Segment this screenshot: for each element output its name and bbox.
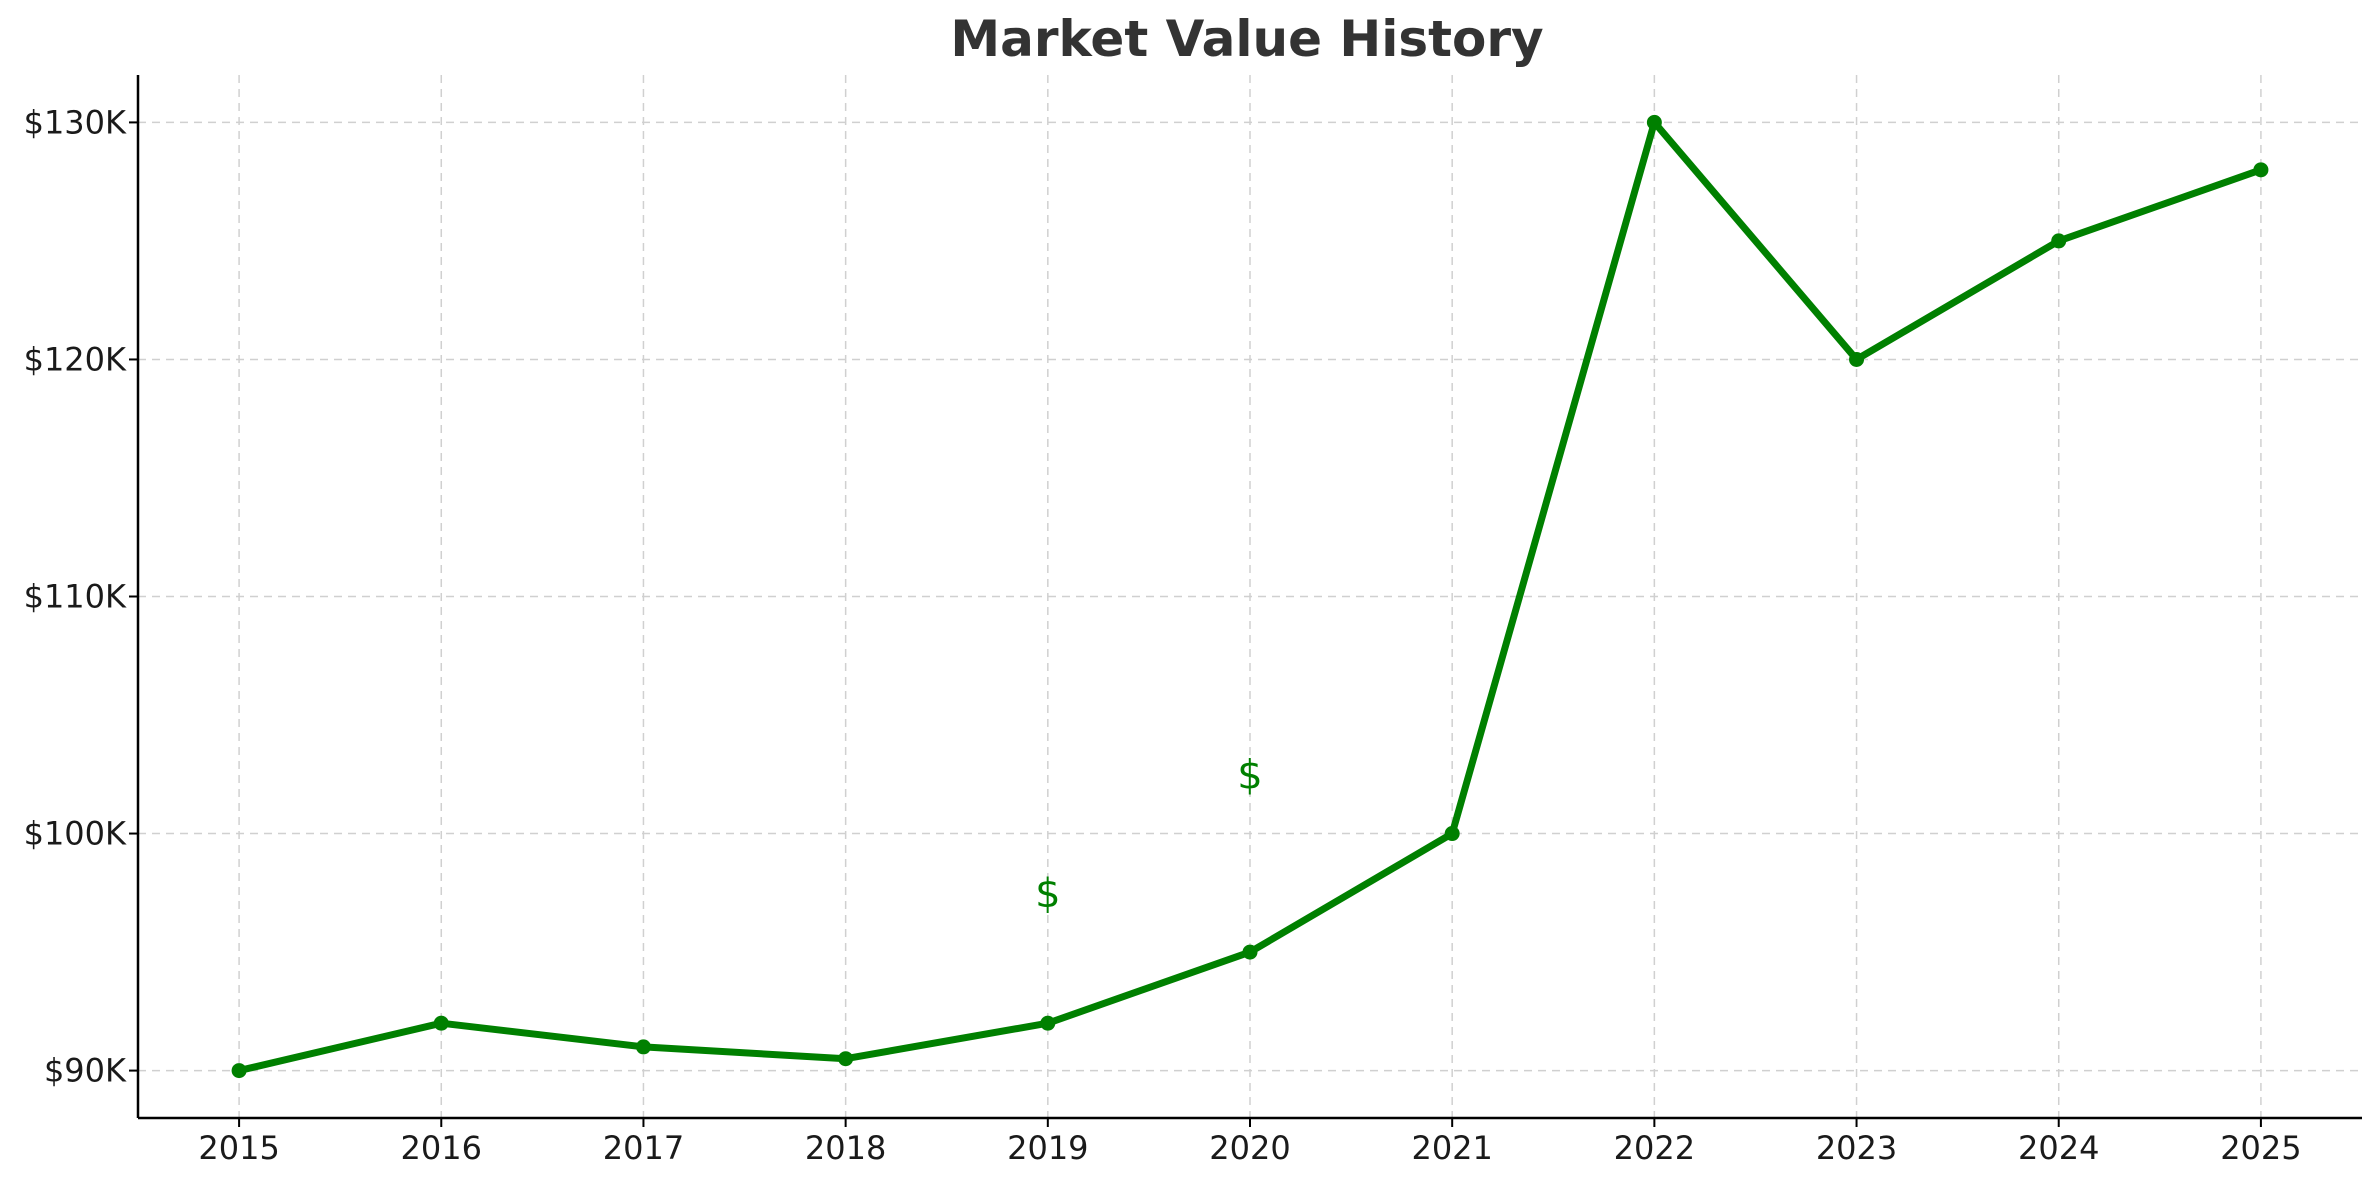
- dollar-annotation: $: [1237, 752, 1262, 798]
- y-tick-label: $130K: [24, 103, 127, 141]
- x-tick-label: 2017: [603, 1129, 684, 1167]
- annotations: $$: [1035, 752, 1263, 917]
- data-point: [1242, 944, 1258, 960]
- y-tick-label: $90K: [44, 1052, 127, 1090]
- x-tick-label: 2024: [2018, 1129, 2099, 1167]
- x-tick-label: 2023: [1816, 1129, 1897, 1167]
- series-group: [231, 114, 2269, 1079]
- y-tick-label: $110K: [24, 578, 127, 616]
- data-point: [838, 1051, 854, 1067]
- y-tick-label: $120K: [24, 340, 127, 378]
- data-point: [2253, 162, 2269, 178]
- data-point: [1040, 1015, 1056, 1031]
- data-point: [433, 1015, 449, 1031]
- dollar-annotation: $: [1035, 871, 1060, 917]
- grid: [138, 75, 2362, 1118]
- x-tick-label: 2022: [1614, 1129, 1695, 1167]
- chart-title: Market Value History: [950, 10, 1543, 68]
- data-point: [1849, 351, 1865, 367]
- y-tick-label: $100K: [24, 815, 127, 853]
- x-tick-label: 2020: [1209, 1129, 1290, 1167]
- x-tick-label: 2018: [805, 1129, 886, 1167]
- tick-labels: 2015 2016 2017 2018 2019 2020 2021 2022 2023 2024…: [24, 103, 2302, 1167]
- data-point: [2051, 233, 2067, 249]
- x-tick-label: 2025: [2220, 1129, 2301, 1167]
- data-point: [635, 1039, 651, 1055]
- x-tick-label: 2015: [198, 1129, 279, 1167]
- data-point: [1444, 826, 1460, 842]
- x-tick-label: 2019: [1007, 1129, 1088, 1167]
- data-point: [231, 1063, 247, 1079]
- x-tick-label: 2016: [401, 1129, 482, 1167]
- x-tick-label: 2021: [1411, 1129, 1492, 1167]
- data-point: [1646, 114, 1662, 130]
